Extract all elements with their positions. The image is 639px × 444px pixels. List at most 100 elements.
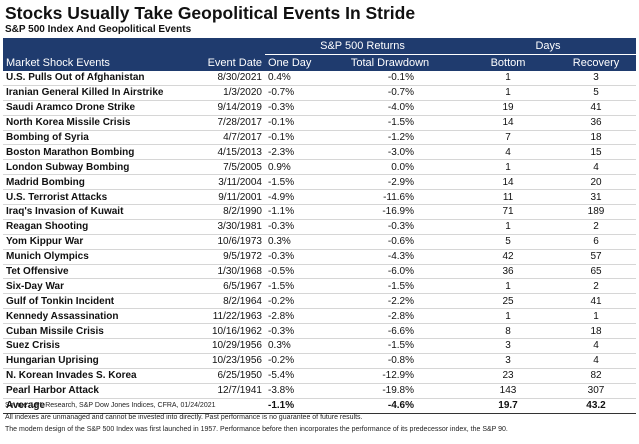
cell: 20: [556, 174, 637, 191]
cell: -0.1%: [265, 130, 320, 146]
cell: 1/30/1968: [185, 264, 265, 280]
cell: -0.6%: [320, 234, 461, 250]
cell: 57: [556, 249, 637, 265]
cell: 6/5/1967: [185, 278, 265, 295]
cell: Reagan Shooting: [3, 219, 185, 235]
table-row: Iraq's Invasion of Kuwait 8/2/1990 -1.1% -1…: [3, 204, 637, 220]
table-row: Cuban Missile Crisis 10/16/1962 -0.3% -6.6%…: [3, 323, 637, 340]
cell: London Subway Bombing: [3, 159, 185, 176]
column-header: Recovery: [556, 54, 637, 71]
table-row: Suez Crisis 10/29/1956 0.3% -1.5% 3 4: [3, 338, 637, 354]
cell: Tet Offensive: [3, 264, 185, 280]
cell: 8/30/2021: [185, 71, 265, 86]
cell: -3.0%: [320, 144, 461, 161]
group-header: S&P 500 Returns: [265, 38, 461, 55]
cell: Boston Marathon Bombing: [3, 144, 185, 161]
cell: 11/22/1963: [185, 308, 265, 325]
cell: 10/23/1956: [185, 353, 265, 369]
cell: 4/7/2017: [185, 130, 265, 146]
cell: -6.6%: [320, 323, 461, 340]
cell: U.S. Pulls Out of Afghanistan: [3, 71, 185, 86]
cell: 4: [556, 338, 637, 354]
cell: -16.9%: [320, 204, 461, 220]
cell: 14: [460, 115, 557, 131]
subtitle: S&P 500 Index And Geopolitical Events: [5, 24, 192, 35]
cell: 19: [460, 100, 557, 116]
cell: 82: [556, 368, 637, 384]
cell: 7/28/2017: [185, 115, 265, 131]
cell: 8: [460, 323, 557, 340]
cell: 0.0%: [320, 159, 461, 176]
cell: -2.8%: [320, 308, 461, 325]
cell: -0.2%: [265, 353, 320, 369]
cell: 36: [460, 264, 557, 280]
cell: -0.1%: [265, 115, 320, 131]
table-row: Six-Day War 6/5/1967 -1.5% -1.5% 1 2: [3, 278, 637, 295]
cell: 14: [460, 174, 557, 191]
cell: Pearl Harbor Attack: [3, 383, 185, 399]
cell: 1: [460, 71, 557, 86]
cell: 3/11/2004: [185, 174, 265, 191]
cell: 4/15/2013: [185, 144, 265, 161]
cell: 6/25/1950: [185, 368, 265, 384]
cell: 41: [556, 100, 637, 116]
cell: 0.3%: [265, 338, 320, 354]
cell: 8/2/1964: [185, 293, 265, 310]
cell: 307: [556, 383, 637, 399]
cell: Saudi Aramco Drone Strike: [3, 100, 185, 116]
cell: -3.8%: [265, 383, 320, 399]
cell: 9/14/2019: [185, 100, 265, 116]
cell: -6.0%: [320, 264, 461, 280]
cell: 189: [556, 204, 637, 220]
cell: 1: [556, 308, 637, 325]
cell: -0.1%: [320, 71, 461, 86]
cell: 71: [460, 204, 557, 220]
cell: Iranian General Killed In Airstrike: [3, 85, 185, 101]
cell: -1.5%: [265, 278, 320, 295]
table-row: Iranian General Killed In Airstrike 1/3/2…: [3, 85, 637, 101]
cell: 10/16/1962: [185, 323, 265, 340]
cell: 19.7: [460, 397, 557, 414]
cell: 1/3/2020: [185, 85, 265, 101]
table-row: N. Korean Invades S. Korea 6/25/1950 -5.4%…: [3, 368, 637, 384]
cell: 0.4%: [265, 71, 320, 86]
cell: -0.3%: [265, 323, 320, 340]
cell: Yom Kippur War: [3, 234, 185, 250]
cell: -2.3%: [265, 144, 320, 161]
column-header: Market Shock Events: [3, 54, 185, 71]
cell: -4.0%: [320, 100, 461, 116]
cell: 143: [460, 383, 557, 399]
table-row: Hungarian Uprising 10/23/1956 -0.2% -0.8% 3 4: [3, 353, 637, 369]
cell: 5: [460, 234, 557, 250]
cell: 65: [556, 264, 637, 280]
cell: 7/5/2005: [185, 159, 265, 176]
cell: 0.9%: [265, 159, 320, 176]
table-row: Gulf of Tonkin Incident 8/2/1964 -0.2% -2.2…: [3, 293, 637, 310]
table-row: Reagan Shooting 3/30/1981 -0.3% -0.3% 1 2: [3, 219, 637, 235]
cell: -11.6%: [320, 189, 461, 206]
cell: -0.8%: [320, 353, 461, 369]
cell: Cuban Missile Crisis: [3, 323, 185, 340]
cell: -5.4%: [265, 368, 320, 384]
cell: -1.2%: [320, 130, 461, 146]
cell: 12/7/1941: [185, 383, 265, 399]
cell: 1: [460, 308, 557, 325]
table-row: U.S. Terrorist Attacks 9/11/2001 -4.9% -11.…: [3, 189, 637, 206]
footnote: All indexes are unmanaged and cannot be …: [5, 414, 363, 421]
cell: Kennedy Assassination: [3, 308, 185, 325]
cell: -12.9%: [320, 368, 461, 384]
cell: -4.9%: [265, 189, 320, 206]
table-row: Bombing of Syria 4/7/2017 -0.1% -1.2% 7 18: [3, 130, 637, 146]
cell: 8/2/1990: [185, 204, 265, 220]
cell: 3: [460, 338, 557, 354]
cell: 15: [556, 144, 637, 161]
cell: 4: [556, 159, 637, 176]
cell: -4.6%: [320, 397, 461, 414]
cell: Iraq's Invasion of Kuwait: [3, 204, 185, 220]
cell: -2.2%: [320, 293, 461, 310]
table-row: Munich Olympics 9/5/1972 -0.3% -4.3% 42 57: [3, 249, 637, 265]
cell: -1.5%: [320, 115, 461, 131]
title: Stocks Usually Take Geopolitical Events …: [5, 3, 416, 23]
cell: 10/6/1973: [185, 234, 265, 250]
